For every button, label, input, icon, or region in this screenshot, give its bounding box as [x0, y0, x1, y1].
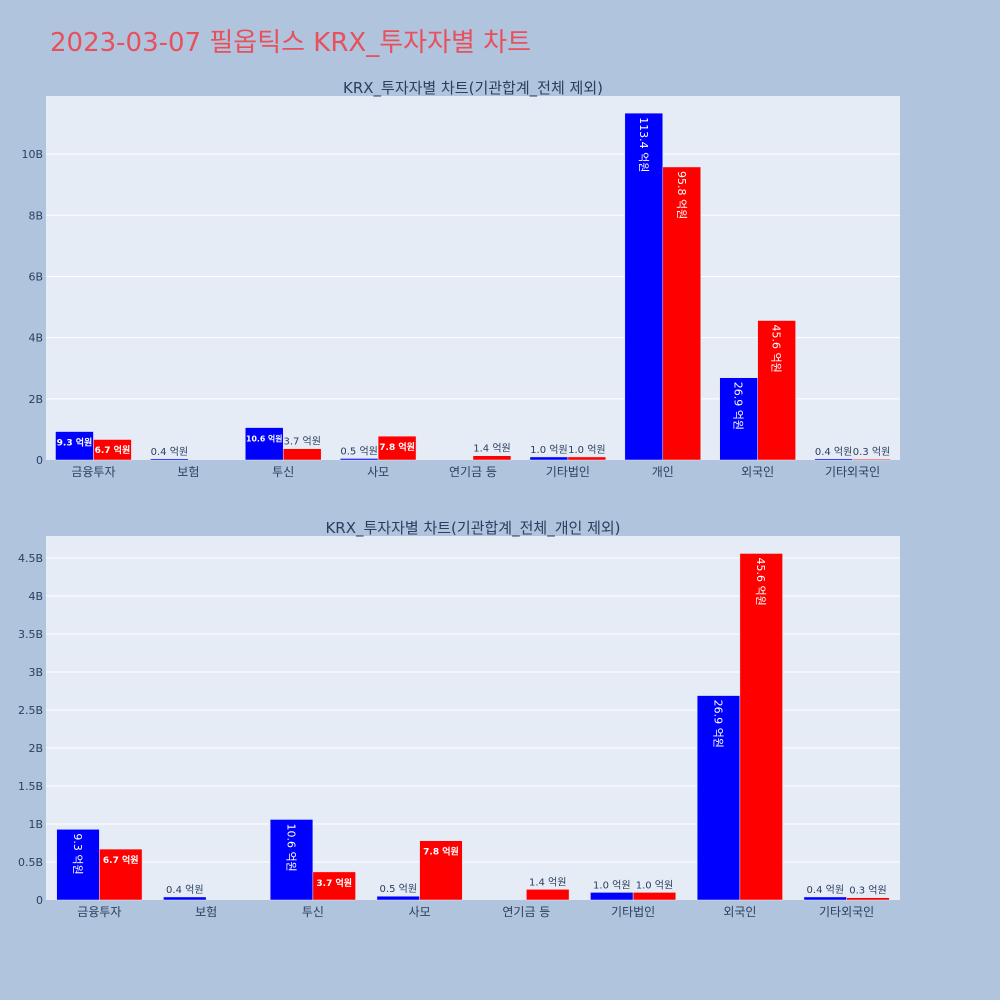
x-tick-label: 기타외국인: [825, 465, 880, 479]
y-tick-label: 10B: [21, 148, 43, 161]
data-label: 0.4 억원: [166, 884, 203, 896]
data-label: 45.6 억원: [770, 325, 783, 373]
y-tick-label: 0: [36, 454, 43, 467]
bar-sell: [419, 840, 463, 901]
bar-sell: [662, 166, 701, 461]
y-tick-label: 4.5B: [18, 552, 43, 565]
y-tick-label: 3B: [28, 666, 43, 679]
data-label: 3.7 억원: [316, 877, 352, 889]
x-tick-label: 연기금 등: [502, 905, 550, 919]
data-label: 3.7 억원: [283, 436, 320, 448]
data-label: 0.3 억원: [849, 885, 886, 897]
x-tick-label: 보험: [195, 905, 217, 919]
y-tick-label: 1.5B: [18, 780, 43, 793]
data-label: 7.8 억원: [423, 846, 459, 858]
x-tick-label: 외국인: [741, 465, 774, 479]
bar-buy: [696, 695, 741, 901]
bar-buy: [814, 458, 853, 461]
data-label: 7.8 억원: [379, 441, 415, 453]
chart-title: KRX_투자자별 차트(기관합계_전체 제외): [343, 79, 603, 98]
data-label: 9.3 억원: [57, 437, 93, 449]
data-label: 9.3 억원: [71, 833, 84, 874]
data-label: 0.4 억원: [151, 446, 188, 458]
bar-buy: [339, 458, 379, 461]
data-label: 1.0 억원: [593, 879, 630, 891]
bar-sell: [757, 320, 796, 461]
x-tick-label: 기타법인: [546, 465, 590, 479]
y-tick-label: 0.5B: [18, 856, 43, 869]
x-tick-label: 외국인: [723, 905, 756, 919]
y-tick-label: 1B: [28, 818, 43, 831]
y-tick-label: 8B: [28, 209, 43, 222]
data-label: 1.4 억원: [529, 876, 566, 888]
x-tick-label: 기타외국인: [819, 905, 874, 919]
data-label: 0.4 억원: [815, 446, 852, 458]
y-tick-label: 2.5B: [18, 704, 43, 717]
x-tick-label: 연기금 등: [449, 465, 497, 479]
x-tick-label: 개인: [652, 465, 674, 479]
bar-sell: [526, 889, 570, 901]
bar-buy: [150, 458, 189, 461]
x-tick-label: 사모: [367, 465, 389, 479]
bar-sell: [567, 456, 607, 461]
data-label: 26.9 억원: [732, 382, 745, 430]
y-tick-label: 4B: [28, 332, 43, 345]
data-label: 6.7 억원: [95, 444, 131, 456]
y-tick-label: 0: [36, 894, 43, 907]
chart-title: KRX_투자자별 차트(기관합계_전체_개인 제외): [325, 519, 620, 538]
y-tick-label: 4B: [28, 590, 43, 603]
data-label: 113.4 억원: [637, 117, 650, 172]
data-label: 26.9 억원: [712, 700, 725, 748]
data-label: 10.6 억원: [246, 434, 282, 444]
y-tick-label: 3.5B: [18, 628, 43, 641]
data-label: 6.7 억원: [103, 854, 139, 866]
bar-sell: [93, 439, 132, 461]
y-tick-label: 2B: [28, 393, 43, 406]
bar-buy: [163, 896, 207, 901]
bar-sell: [282, 448, 322, 461]
data-label: 95.8 억원: [675, 171, 688, 219]
x-tick-label: 투신: [272, 465, 294, 479]
chart-top-svg: KRX_투자자별 차트(기관합계_전체 제외) 0 2B 4B 6B 8B 10B 9.3 억…: [21, 79, 900, 479]
x-tick-label: 투신: [302, 905, 324, 919]
bar-buy: [55, 431, 94, 461]
chart-bottom-svg: KRX_투자자별 차트(기관합계_전체_개인 제외) 0 0.5B 1B 1.5B 2B 2…: [18, 519, 900, 919]
bar-sell: [472, 455, 512, 461]
bar-sell: [632, 892, 677, 901]
bar-sell: [377, 435, 417, 461]
x-tick-label: 금융투자: [71, 465, 115, 479]
data-label: 1.0 억원: [636, 879, 673, 891]
y-tick-label: 6B: [28, 270, 43, 283]
chart-bottom: KRX_투자자별 차트(기관합계_전체_개인 제외) 0 0.5B 1B 1.5B 2B 2…: [0, 510, 1000, 930]
x-tick-label: 보험: [177, 465, 199, 479]
bar-buy: [529, 456, 569, 461]
data-label: 45.6 억원: [754, 557, 767, 605]
chart-top: KRX_투자자별 차트(기관합계_전체 제외) 0 2B 4B 6B 8B 10B 9.3 억…: [0, 70, 1000, 490]
bar-sell: [846, 897, 890, 901]
x-tick-label: 기타법인: [611, 905, 655, 919]
data-label: 1.0 억원: [568, 444, 605, 456]
data-label: 0.4 억원: [807, 884, 844, 896]
x-tick-label: 사모: [409, 905, 431, 919]
bar-buy: [590, 892, 634, 901]
bar-buy: [245, 427, 284, 461]
data-label: 1.0 억원: [530, 444, 567, 456]
y-tick-label: 2B: [28, 742, 43, 755]
bar-sell: [852, 458, 891, 461]
data-label: 0.3 억원: [853, 446, 890, 458]
bar-sell: [99, 848, 143, 901]
bar-sell: [739, 553, 783, 901]
data-label: 10.6 억원: [285, 823, 298, 871]
x-tick-label: 금융투자: [77, 905, 121, 919]
bar-buy: [269, 819, 314, 901]
bar-buy: [376, 895, 420, 901]
data-label: 0.5 억원: [340, 445, 377, 457]
page-title: 2023-03-07 필옵틱스 KRX_투자자별 차트: [50, 28, 532, 58]
bar-buy: [803, 896, 847, 901]
data-label: 1.4 억원: [473, 443, 510, 455]
bar-sell: [312, 871, 356, 901]
data-label: 0.5 억원: [380, 883, 417, 895]
bar-buy: [56, 829, 100, 901]
